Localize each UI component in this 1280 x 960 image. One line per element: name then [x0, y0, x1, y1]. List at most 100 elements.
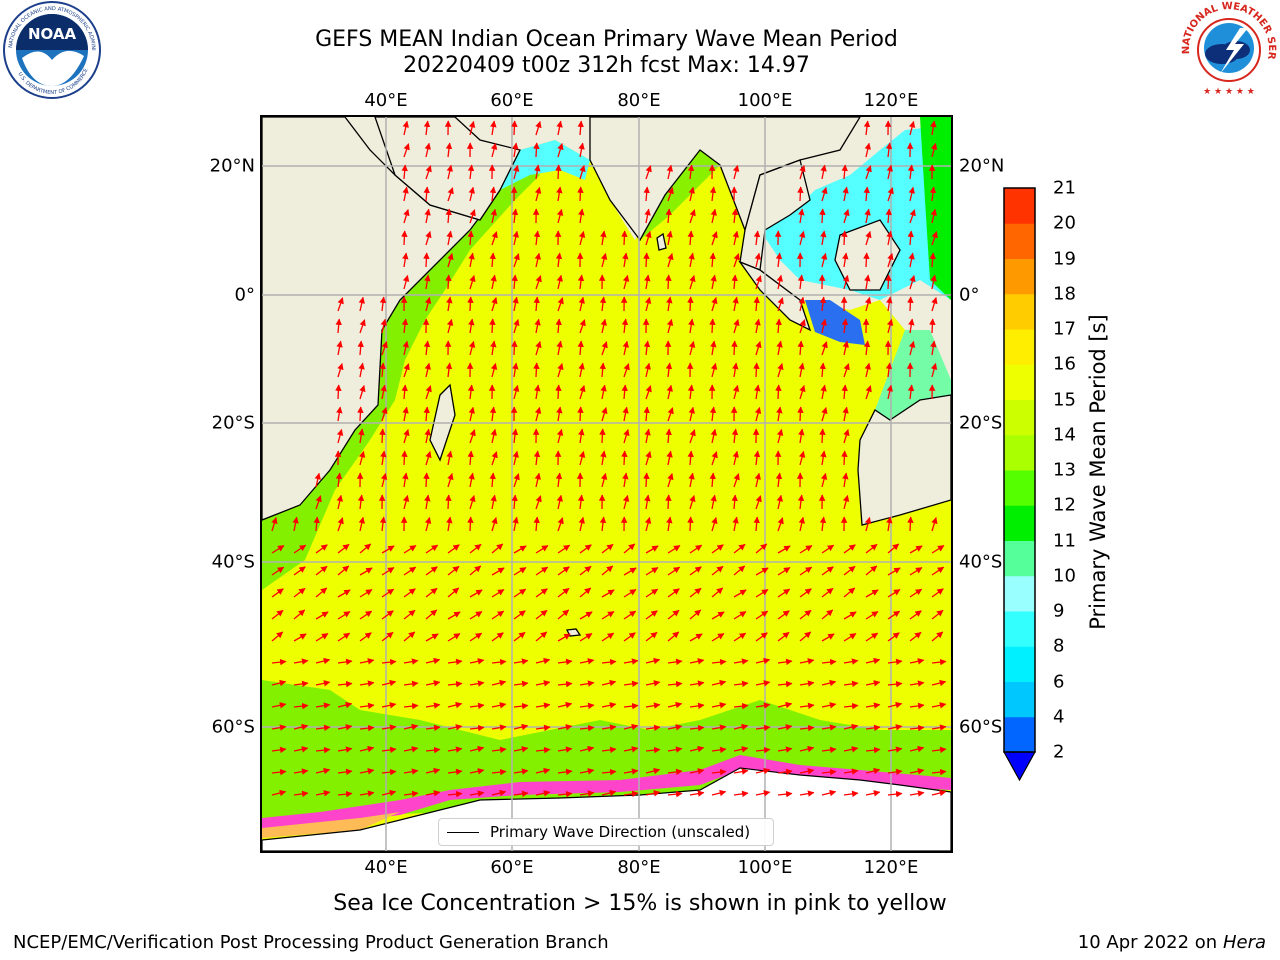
wave-direction-arrow [579, 544, 592, 554]
wave-direction-arrow [908, 120, 916, 136]
wave-direction-arrow [710, 362, 718, 378]
wave-direction-arrow [557, 362, 564, 378]
colorbar-tick-label: 19 [1053, 248, 1076, 269]
wave-direction-arrow [667, 588, 680, 598]
wave-direction-arrow [556, 406, 563, 422]
wave-direction-arrow [357, 340, 364, 356]
wave-direction-arrow [557, 142, 564, 158]
wave-direction-arrow [842, 186, 849, 202]
wave-direction-arrow [930, 120, 937, 136]
wave-direction-arrow [865, 565, 878, 576]
wave-direction-arrow [865, 611, 879, 620]
java-sea [805, 300, 865, 345]
wave-direction-arrow [820, 252, 828, 268]
wave-direction-arrow [689, 566, 702, 576]
wave-direction-arrow [447, 680, 463, 688]
wave-direction-arrow [556, 340, 563, 356]
footer-host: Hera [1222, 932, 1266, 953]
wave-direction-arrow [930, 274, 937, 290]
wave-direction-arrow [777, 517, 784, 532]
colorbar-segment [1004, 434, 1035, 471]
wave-direction-arrow [820, 384, 827, 400]
wave-direction-arrow [864, 362, 871, 378]
wave-direction-arrow [821, 679, 837, 687]
wave-direction-arrow [293, 609, 306, 620]
wave-direction-arrow [799, 545, 813, 554]
wave-direction-arrow [381, 789, 397, 797]
wave-direction-arrow [645, 588, 659, 598]
wave-direction-arrow [887, 252, 894, 268]
wave-direction-arrow [689, 609, 702, 620]
wave-direction-arrow [381, 567, 395, 576]
wave-direction-arrow [821, 544, 835, 554]
wave-direction-arrow [401, 318, 409, 334]
wave-direction-arrow [315, 633, 329, 642]
wave-direction-arrow [446, 318, 454, 334]
wave-direction-arrow [819, 296, 827, 312]
wave-direction-arrow [381, 658, 397, 666]
wave-direction-arrow [469, 702, 485, 710]
wave-direction-arrow [864, 142, 871, 158]
lat-label-left: 40°S [211, 551, 255, 573]
wave-direction-arrow [601, 789, 617, 797]
wave-direction-arrows [271, 120, 947, 798]
wave-direction-arrow [469, 565, 482, 576]
wave-direction-arrow [491, 296, 498, 312]
wave-direction-arrow [820, 230, 827, 246]
colorbar-tick-label: 18 [1053, 283, 1076, 305]
wave-direction-arrow [337, 611, 351, 620]
wave-direction-arrow [842, 472, 849, 488]
wave-direction-arrow [469, 429, 476, 444]
south-china-sea [760, 125, 951, 300]
wave-direction-arrow [711, 724, 727, 731]
wave-direction-arrow [489, 472, 496, 488]
wave-direction-arrow [512, 450, 519, 466]
wave-direction-arrow [403, 609, 416, 620]
wave-direction-arrow [468, 120, 476, 136]
wave-direction-arrow [930, 362, 938, 378]
wave-direction-arrow [931, 516, 938, 532]
wave-direction-arrow [601, 679, 617, 687]
wave-direction-arrow [909, 745, 925, 753]
wave-direction-arrow [512, 164, 520, 180]
wave-direction-arrow [755, 724, 771, 732]
wave-direction-arrow [600, 230, 607, 246]
wave-direction-arrow [777, 297, 784, 312]
wave-direction-arrow [931, 566, 945, 576]
wave-direction-arrow [425, 385, 432, 400]
wave-direction-arrow [799, 609, 812, 620]
wave-direction-arrow [733, 768, 749, 775]
wave-direction-arrow [820, 164, 827, 180]
wave-direction-arrow [533, 230, 541, 246]
wave-direction-arrow [379, 516, 387, 532]
wave-direction-arrow [381, 702, 397, 709]
colorbar-tick-label: 4 [1053, 706, 1065, 728]
wave-direction-arrow [908, 186, 915, 202]
wave-direction-arrow [557, 701, 573, 709]
colorbar-tick-label: 15 [1053, 389, 1076, 410]
wave-direction-arrow [623, 658, 639, 665]
wave-direction-arrow [731, 494, 738, 510]
wave-direction-arrow [908, 252, 915, 268]
wave-direction-arrow [819, 208, 826, 224]
wave-direction-arrow [491, 589, 505, 598]
wave-direction-arrow [865, 657, 881, 665]
wave-direction-arrow [469, 724, 485, 732]
wave-direction-arrow [403, 680, 419, 688]
lat-label-right: 20°N [959, 155, 1005, 177]
lon-label-bottom: 40°E [364, 857, 408, 878]
wave-direction-arrow [733, 702, 749, 710]
wave-direction-arrow [447, 187, 454, 202]
noaa-logo-text: NOAA [28, 25, 77, 43]
wave-direction-arrow [491, 702, 507, 709]
wave-direction-arrow [535, 724, 551, 732]
wave-direction-arrow [754, 384, 761, 400]
wave-direction-arrow [755, 702, 771, 709]
wave-direction-arrow [777, 658, 793, 666]
wave-direction-arrow [423, 340, 431, 356]
wave-direction-arrow [336, 340, 343, 356]
colorbar-segment [1004, 505, 1035, 541]
wave-direction-arrow [777, 610, 790, 620]
wave-direction-arrow [909, 631, 922, 642]
colorbar-tick-label: 2 [1053, 741, 1065, 763]
